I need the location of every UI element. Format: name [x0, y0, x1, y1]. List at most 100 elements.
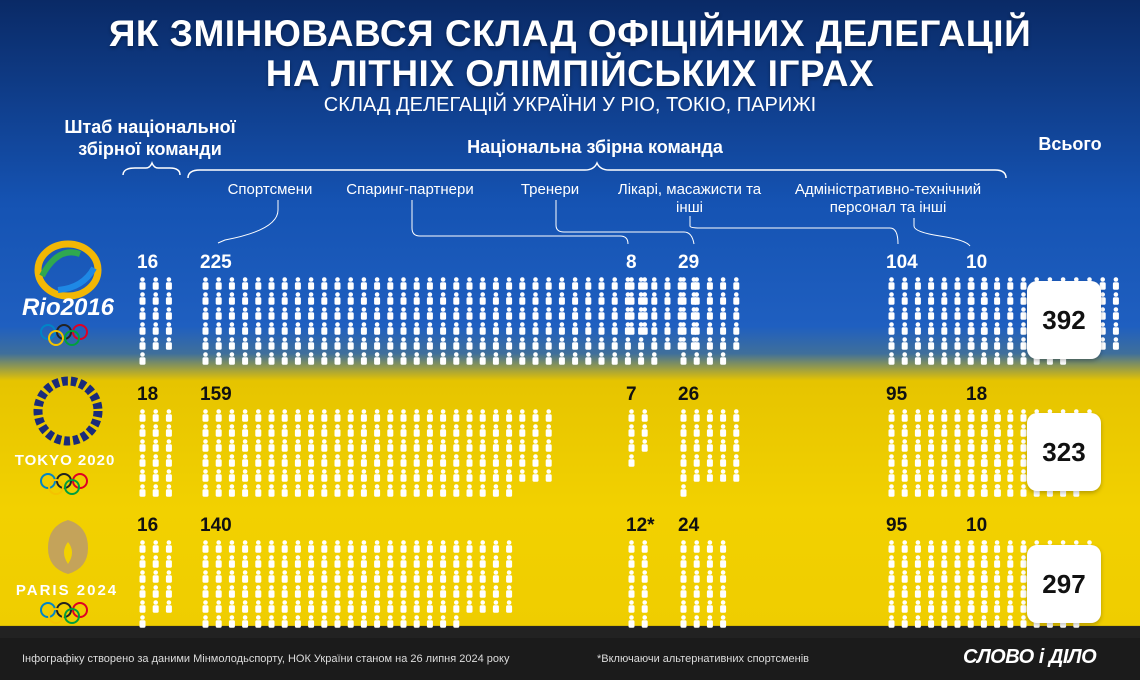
person-icon: [888, 469, 895, 482]
person-icon: [202, 277, 209, 290]
person-icon: [994, 322, 1001, 335]
person-icon: [294, 322, 301, 335]
person-icon: [440, 409, 447, 422]
person-icon: [680, 322, 687, 335]
value-label: 18: [137, 384, 159, 405]
person-icon: [440, 484, 447, 497]
person-icon: [680, 424, 687, 437]
person-icon: [994, 337, 1001, 350]
person-icon: [202, 570, 209, 583]
person-icon: [1007, 292, 1014, 305]
person-icon: [347, 307, 354, 320]
person-icon: [628, 439, 635, 452]
person-icon: [347, 484, 354, 497]
person-icon: [914, 540, 921, 553]
person-icon: [215, 570, 222, 583]
person-icon: [545, 292, 552, 305]
person-icon: [413, 469, 420, 482]
person-icon: [941, 307, 948, 320]
person-icon: [941, 615, 948, 628]
person-icon: [228, 424, 235, 437]
person-icon: [611, 277, 618, 290]
person-icon: [968, 585, 975, 598]
person-icon: [941, 540, 948, 553]
person-icon: [928, 322, 935, 335]
person-icon: [374, 600, 381, 613]
person-icon: [152, 555, 159, 568]
person-icon: [901, 600, 908, 613]
person-icon: [1007, 454, 1014, 467]
person-icon: [294, 585, 301, 598]
person-icon: [928, 615, 935, 628]
person-icon: [426, 277, 433, 290]
rio-label: Rio2016: [21, 294, 115, 321]
person-icon: [968, 337, 975, 350]
person-icon: [532, 352, 539, 365]
person-icon: [228, 600, 235, 613]
person-icon: [954, 322, 961, 335]
person-icon: [281, 439, 288, 452]
person-icon: [413, 484, 420, 497]
total-header: Всього: [1038, 134, 1102, 154]
person-icon: [400, 585, 407, 598]
person-icon: [347, 322, 354, 335]
person-icon: [532, 424, 539, 437]
person-icon: [308, 585, 315, 598]
person-icon: [215, 454, 222, 467]
person-icon: [215, 555, 222, 568]
person-icon: [651, 292, 658, 305]
person-icon: [1007, 585, 1014, 598]
value-label: 8: [626, 252, 637, 273]
person-icon: [492, 307, 499, 320]
person-icon: [706, 409, 713, 422]
person-icon: [202, 292, 209, 305]
person-icon: [994, 484, 1001, 497]
person-icon: [981, 424, 988, 437]
olympic-rings-icon: [40, 324, 88, 346]
person-icon: [453, 615, 460, 628]
person-icon: [706, 615, 713, 628]
person-icon: [228, 454, 235, 467]
person-icon: [242, 540, 249, 553]
person-icon: [440, 277, 447, 290]
person-icon: [347, 570, 354, 583]
person-icon: [466, 600, 473, 613]
person-icon: [901, 615, 908, 628]
person-icon: [519, 469, 526, 482]
person-icon: [1020, 469, 1027, 482]
person-icon: [941, 585, 948, 598]
person-icon: [360, 307, 367, 320]
person-icon: [954, 454, 961, 467]
person-icon: [242, 352, 249, 365]
person-icon: [453, 439, 460, 452]
person-icon: [413, 600, 420, 613]
person-icon: [374, 540, 381, 553]
person-icon: [492, 484, 499, 497]
person-icon: [733, 307, 740, 320]
person-icon: [981, 585, 988, 598]
person-icon: [308, 307, 315, 320]
person-icon: [360, 615, 367, 628]
person-icon: [294, 600, 301, 613]
person-icon: [268, 337, 275, 350]
person-icon-group: [628, 277, 648, 335]
person-icon: [308, 277, 315, 290]
person-icon: [255, 600, 262, 613]
person-icon: [387, 484, 394, 497]
person-icon: [139, 540, 146, 553]
person-icon: [400, 307, 407, 320]
person-icon: [506, 337, 513, 350]
person-icon: [967, 615, 974, 628]
person-icon: [928, 585, 935, 598]
person-icon: [139, 484, 146, 497]
person-icon: [720, 292, 727, 305]
person-icon: [1007, 615, 1014, 628]
person-icon: [281, 600, 288, 613]
person-icon: [492, 277, 499, 290]
person-icon: [360, 469, 367, 482]
person-icon: [255, 424, 262, 437]
person-icon: [387, 322, 394, 335]
person-icon: [680, 352, 687, 365]
person-icon: [558, 307, 565, 320]
person-icon: [440, 585, 447, 598]
